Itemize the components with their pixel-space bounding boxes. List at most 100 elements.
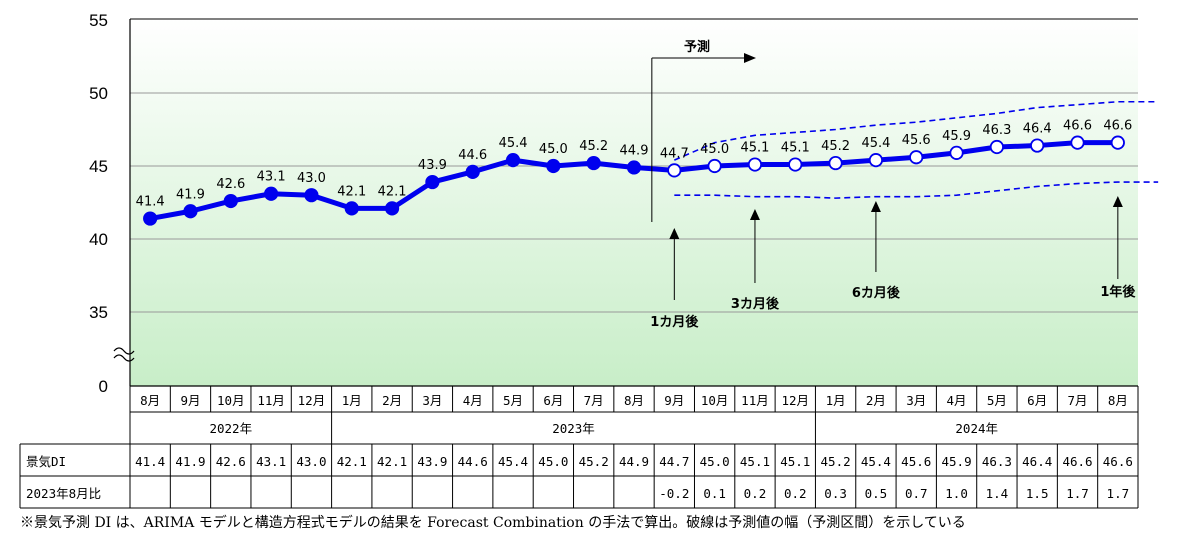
data-label: 45.0 [539, 142, 568, 157]
data-label: 45.1 [781, 141, 810, 156]
table-cell-di: 45.1 [740, 454, 770, 469]
y-tick-label: 45 [89, 157, 108, 176]
month-label: 8月 [1108, 393, 1128, 408]
month-label: 5月 [503, 393, 523, 408]
data-point [344, 201, 359, 216]
horizon-label: 6カ月後 [852, 285, 901, 301]
row-label-diff: 2023年8月比 [26, 486, 101, 501]
chart-svg: 55 50 45 40 35 0 41.4 41.9 42.6 43.1 43.0 42.1 42.1 4… [19, 11, 1159, 509]
table-cell-di: 43.0 [296, 454, 326, 469]
table-cell-di: 45.0 [700, 454, 730, 469]
data-point [384, 201, 400, 216]
table-cell-di: 43.1 [256, 454, 286, 469]
table-cell-di: 44.6 [458, 454, 488, 469]
data-point [546, 158, 561, 174]
month-label: 12月 [298, 393, 326, 408]
data-point [586, 155, 601, 171]
table-cell-diff: 0.5 [865, 486, 888, 501]
table-cell-di: 46.4 [1022, 454, 1052, 469]
month-label: 6月 [1027, 393, 1047, 408]
data-point [465, 164, 480, 179]
month-label: 6月 [543, 393, 563, 408]
data-label: 45.1 [740, 141, 769, 156]
data-label: 44.7 [660, 146, 689, 161]
month-label: 3月 [906, 393, 926, 408]
data-point [626, 160, 642, 175]
table-cell-diff: 1.5 [1026, 486, 1049, 501]
data-label: 45.9 [942, 129, 971, 144]
year-label: 2022年 [209, 421, 252, 436]
month-label: 8月 [140, 393, 160, 408]
month-label: 4月 [947, 393, 967, 408]
data-label: 46.4 [1023, 122, 1052, 137]
forecast-label: 予測 [684, 39, 710, 55]
data-point [989, 139, 1004, 155]
y-tick-label: 50 [89, 84, 108, 103]
row-label-di: 景気DI [26, 454, 66, 469]
data-label: 41.4 [136, 195, 165, 210]
data-label: 45.4 [861, 136, 890, 151]
table-cell-diff: 0.3 [824, 486, 847, 501]
month-label: 11月 [257, 393, 285, 408]
table-cell-di: 43.9 [417, 454, 447, 469]
table-cell-di: 45.2 [821, 454, 851, 469]
table-cell-diff: 1.0 [945, 486, 968, 501]
month-label: 9月 [664, 393, 684, 408]
data-point [304, 188, 319, 203]
data-point [909, 150, 924, 165]
month-label: 1月 [826, 393, 846, 408]
month-label: 12月 [781, 393, 809, 408]
data-point [1110, 135, 1125, 150]
interval-lower-line [674, 181, 1159, 199]
data-label: 46.3 [982, 123, 1011, 138]
table-cell-di: 41.9 [175, 454, 205, 469]
data-point [747, 157, 763, 172]
month-label: 10月 [701, 393, 729, 408]
plot-area [130, 19, 1138, 386]
data-label: 46.6 [1103, 119, 1132, 134]
year-label: 2023年 [552, 421, 595, 436]
y-tick-label: 55 [89, 11, 108, 30]
table-cell-di: 41.4 [135, 454, 165, 469]
y-tick-label: 40 [89, 230, 108, 249]
table-cell-diff: 1.7 [1107, 486, 1130, 501]
table-cell-di: 45.4 [498, 454, 528, 469]
month-label: 1月 [342, 393, 362, 408]
table-cell-di: 45.0 [538, 454, 568, 469]
table-cell-diff: 0.2 [744, 486, 767, 501]
data-point [667, 163, 682, 178]
month-label: 4月 [463, 393, 483, 408]
data-label: 42.1 [378, 184, 407, 199]
data-point [1070, 135, 1085, 150]
month-label: 11月 [741, 393, 769, 408]
data-label: 41.9 [176, 187, 205, 202]
data-label: 45.0 [700, 142, 729, 157]
table-cell-di: 45.9 [942, 454, 972, 469]
horizon-arrow-head [669, 228, 680, 239]
data-label: 43.1 [257, 170, 286, 185]
table-cell-diff: -0.2 [659, 486, 689, 501]
interval-upper-line [674, 100, 1159, 161]
y-tick-label: 35 [89, 303, 108, 322]
data-point [828, 155, 843, 171]
month-label: 5月 [987, 393, 1007, 408]
month-label: 7月 [1068, 393, 1088, 408]
data-label: 42.1 [337, 184, 366, 199]
data-point [505, 153, 521, 168]
table-cell-di: 45.6 [901, 454, 931, 469]
table-cell-diff: 0.7 [905, 486, 928, 501]
table-cell-di: 46.6 [1062, 454, 1092, 469]
table-cell-di: 45.2 [579, 454, 609, 469]
data-label: 44.6 [458, 148, 487, 163]
table-cell-di: 45.4 [861, 454, 891, 469]
table-cell-diff: 1.4 [986, 486, 1009, 501]
data-label: 43.0 [297, 171, 326, 186]
data-label: 46.6 [1063, 119, 1092, 134]
month-label: 7月 [584, 393, 604, 408]
horizon-arrow-head [1112, 196, 1123, 207]
table-cell-di: 46.6 [1103, 454, 1133, 469]
month-label: 10月 [217, 393, 245, 408]
data-label: 42.6 [216, 177, 245, 192]
month-label: 2月 [382, 393, 402, 408]
table-cell-di: 44.7 [659, 454, 689, 469]
